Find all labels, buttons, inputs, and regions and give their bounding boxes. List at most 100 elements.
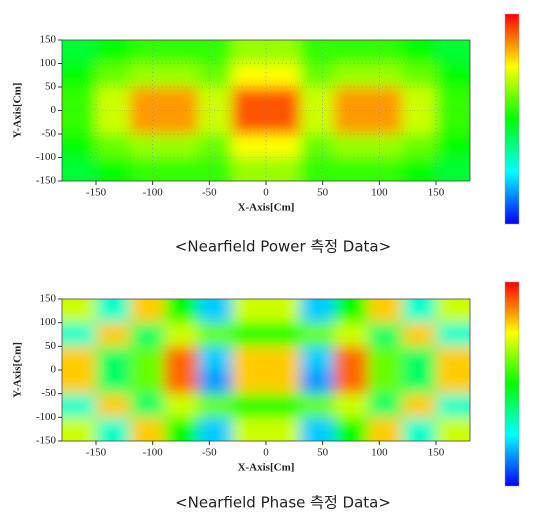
heatmap-cell [198, 299, 233, 324]
heatmap-cell [368, 299, 403, 324]
heatmap-cell [62, 370, 97, 395]
heatmap-cell [62, 417, 97, 441]
heatmap-cell [232, 110, 267, 135]
heatmap-cell [402, 322, 437, 348]
heatmap-cell [300, 370, 335, 395]
heatmap-cell [334, 87, 369, 112]
y-tick-label: 0 [51, 364, 57, 376]
heatmap-cell [130, 87, 165, 112]
heatmap-cell [62, 110, 97, 135]
heatmap-cell [232, 134, 267, 159]
heatmap-cell [368, 134, 403, 159]
heatmap-cell [300, 322, 335, 348]
heatmap-cell [266, 370, 301, 395]
heatmap-cell [368, 370, 403, 395]
y-axis-label: Y-Axis[Cm] [12, 83, 24, 139]
heatmap-cell [164, 87, 199, 112]
heatmap-cell [402, 299, 437, 324]
heatmap-cell [402, 63, 437, 88]
heatmap-cell [436, 393, 470, 419]
heatmap-cell [300, 63, 335, 88]
x-tick-label: -50 [202, 187, 217, 199]
heatmap-cell [232, 63, 267, 88]
y-tick-label: 0 [51, 104, 57, 116]
y-axis-label: Y-Axis[Cm] [12, 342, 24, 398]
heatmap-cell [130, 157, 165, 181]
heatmap-cell [62, 157, 97, 181]
heatmap-cell [266, 63, 301, 88]
heatmap-cell [334, 322, 369, 348]
x-tick-label: 0 [263, 187, 269, 199]
heatmap-cell [96, 322, 131, 348]
heatmap-cell [164, 370, 199, 395]
heatmap-cell [334, 346, 369, 371]
heatmap-cell [334, 370, 369, 395]
heatmap-cell [368, 40, 403, 65]
heatmap-cell [266, 417, 301, 441]
heatmap-cell [164, 346, 199, 371]
heatmap-cell [368, 417, 403, 441]
heatmap-cell [164, 63, 199, 88]
heatmap-cell [436, 299, 470, 324]
heatmap-cell [436, 417, 470, 441]
heatmap-cell [164, 110, 199, 135]
heatmap-cell [300, 417, 335, 441]
heatmap-cell [62, 346, 97, 371]
heatmap-cell [266, 87, 301, 112]
heatmap-cell [300, 110, 335, 135]
heatmap-cell [402, 40, 437, 65]
heatmap-cell [334, 134, 369, 159]
colorbar [504, 281, 520, 487]
heatmap-cell [300, 157, 335, 181]
heatmap-cell [232, 393, 267, 419]
heatmap-cell [402, 110, 437, 135]
plot-frame [61, 39, 471, 182]
heatmap-cell [300, 299, 335, 324]
heatmap-cell [232, 370, 267, 395]
heatmap-cell [368, 346, 403, 371]
heatmap-cell [198, 40, 233, 65]
heatmap-cell [266, 134, 301, 159]
x-tick-label: -150 [86, 187, 107, 199]
y-tick-label: -100 [36, 151, 57, 163]
heatmap-cell [334, 417, 369, 441]
heatmap-cell [436, 63, 470, 88]
heatmap-cell [334, 110, 369, 135]
heatmap-cell [130, 134, 165, 159]
heatmap-cell [402, 393, 437, 419]
x-axis-label: X-Axis[Cm] [238, 462, 295, 474]
heatmap-cell [232, 346, 267, 371]
heatmap-cell [62, 393, 97, 419]
heatmap-cell [436, 370, 470, 395]
y-tick-label: 50 [45, 340, 57, 352]
heatmap-cell [402, 87, 437, 112]
heatmap-cell [62, 322, 97, 348]
heatmap-cell [198, 393, 233, 419]
heatmap-cell [300, 40, 335, 65]
heatmap-cell [164, 40, 199, 65]
plot-frame [61, 298, 471, 442]
heatmap-cell [232, 87, 267, 112]
x-tick-label: 150 [428, 187, 445, 199]
y-tick-label: 50 [45, 81, 57, 93]
heatmap-cell [368, 110, 403, 135]
heatmap-cell [96, 110, 131, 135]
heatmap-cell [436, 346, 470, 371]
heatmap-cell [164, 157, 199, 181]
x-tick-label: -50 [202, 447, 217, 459]
heatmap-cell [96, 157, 131, 181]
heatmap-cell [300, 393, 335, 419]
heatmap-cell [198, 157, 233, 181]
x-tick-label: -100 [143, 187, 164, 199]
heatmap-cell [266, 299, 301, 324]
heatmap-cell [62, 134, 97, 159]
heatmap-cell [130, 393, 165, 419]
heatmap-cell [96, 370, 131, 395]
heatmap-cell [164, 134, 199, 159]
x-tick-label: 50 [317, 447, 329, 459]
heatmap-cell [368, 63, 403, 88]
heatmap-cell [130, 370, 165, 395]
heatmap-cell [164, 299, 199, 324]
heatmap-cell [232, 157, 267, 181]
